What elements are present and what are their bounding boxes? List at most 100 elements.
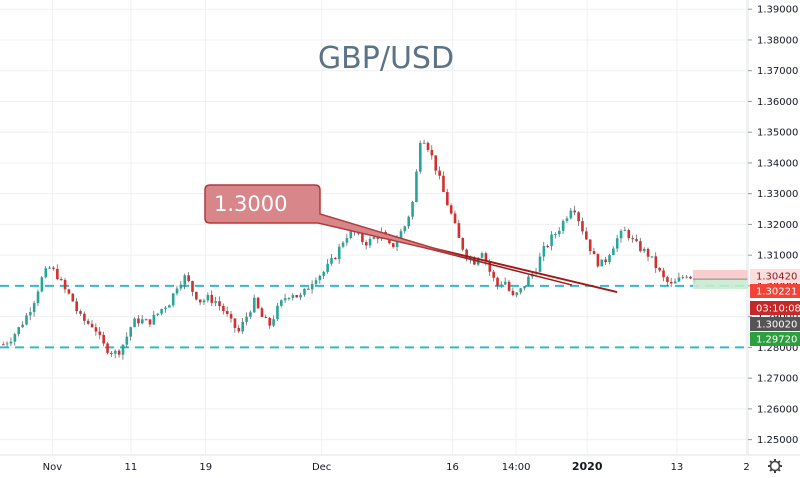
candle-body	[222, 305, 225, 312]
candle-body	[29, 311, 32, 316]
candle-body	[322, 271, 326, 276]
candle-body	[330, 257, 333, 264]
candle-body	[256, 297, 260, 309]
candle-body	[195, 291, 198, 300]
y-tick-label: 1.28000	[757, 343, 798, 354]
candle-body	[40, 277, 44, 292]
candle-body	[411, 201, 414, 217]
candle-body	[337, 246, 341, 260]
candle-body	[32, 303, 36, 312]
candle-body	[206, 294, 210, 301]
x-tick-label: 13	[671, 462, 684, 473]
price-labels: 1.30420 1.30221 03:10:08 1.30020 1.29720	[750, 269, 800, 346]
candle-body	[527, 276, 530, 287]
candle-body	[558, 230, 561, 235]
callout[interactable]: 1.3000	[204, 184, 461, 257]
price-badge-label: 1.30221	[756, 287, 797, 298]
candle-body	[326, 263, 329, 272]
candle-body	[36, 291, 40, 304]
candle-body	[430, 149, 434, 156]
candle-body	[685, 276, 689, 278]
price-badge-countdown	[750, 301, 800, 315]
candle-body	[488, 261, 492, 272]
candle-body	[519, 288, 522, 293]
x-tick-label: 2020	[572, 460, 603, 473]
candle-body	[376, 236, 380, 239]
candle-body	[407, 216, 411, 227]
candle-body	[673, 281, 677, 284]
candle-body	[198, 299, 202, 303]
x-tick-label: 19	[199, 462, 212, 473]
y-tick-label: 1.39000	[757, 5, 798, 16]
candle-body	[137, 318, 140, 324]
candle-body	[585, 231, 588, 240]
y-tick-label: 1.33000	[757, 189, 798, 200]
candle-body	[214, 301, 217, 303]
candle-body	[121, 344, 125, 355]
candle-body	[399, 231, 403, 240]
y-tick-label: 1.26000	[757, 404, 798, 415]
candle-body	[241, 321, 244, 332]
candle-body	[59, 279, 63, 281]
candle-body	[156, 313, 160, 315]
candle-body	[561, 221, 565, 231]
candle-body	[272, 319, 275, 326]
candle-body	[210, 294, 214, 303]
candle-body	[283, 298, 287, 301]
candle-body	[604, 259, 607, 263]
x-axis[interactable]: Nov 11 19 Dec 16 14:00 2020 13 2	[0, 454, 800, 473]
chart-title: GBP/USD	[318, 41, 454, 76]
candle-body	[341, 242, 345, 247]
candle-body	[56, 268, 59, 280]
candle-body	[677, 277, 681, 282]
callout-bubble[interactable]	[204, 184, 461, 257]
candle-body	[345, 238, 349, 243]
price-badge-label: 1.30420	[756, 272, 797, 283]
candle-body	[164, 307, 167, 309]
position-box[interactable]	[693, 269, 748, 289]
candle-body	[94, 327, 98, 332]
gear-icon[interactable]	[768, 459, 782, 473]
candle-body	[515, 292, 519, 296]
candle-body	[569, 210, 573, 219]
candle-body	[391, 243, 395, 247]
candle-body	[473, 258, 476, 265]
candle-body	[596, 254, 600, 267]
x-tick-label: Nov	[43, 462, 63, 473]
candle-body	[17, 327, 21, 335]
candle-body	[554, 234, 557, 236]
candle-body	[581, 221, 584, 232]
candle-body	[44, 268, 48, 278]
y-tick-label: 1.35000	[757, 128, 798, 139]
candle-body	[503, 281, 507, 285]
candle-body	[615, 238, 619, 249]
candle-body	[449, 205, 453, 214]
price-badge-target	[750, 269, 800, 283]
candle-body	[2, 344, 5, 346]
candle-body	[160, 308, 163, 314]
candle-body	[334, 257, 337, 260]
candle-body	[148, 319, 152, 325]
candle-body	[419, 142, 422, 172]
candle-body	[550, 234, 553, 247]
candle-body	[183, 275, 187, 285]
candle-body	[260, 308, 264, 317]
candle-body	[658, 268, 661, 271]
candle-body	[368, 238, 372, 246]
position-profit-zone[interactable]	[693, 269, 748, 280]
candle-body	[63, 279, 67, 290]
candle-body	[642, 248, 646, 252]
candle-body	[415, 171, 418, 202]
candle-body	[592, 251, 596, 255]
candle-body	[264, 316, 268, 318]
candle-body	[83, 313, 86, 321]
x-tick-label: 14:00	[502, 462, 531, 473]
candle-body	[21, 324, 24, 328]
position-loss-zone[interactable]	[693, 279, 748, 289]
y-axis[interactable]: 1.39000 1.38000 1.37000 1.36000 1.35000 1.340…	[747, 0, 798, 455]
price-badge-bid	[750, 317, 800, 331]
candle-body	[627, 230, 631, 239]
candle-body	[117, 350, 121, 355]
candle-body	[457, 223, 461, 238]
